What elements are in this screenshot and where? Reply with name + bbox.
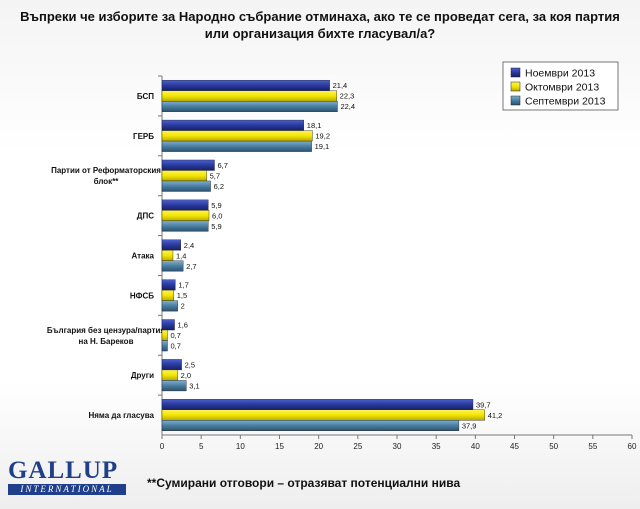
legend-label: Септември 2013 xyxy=(525,96,606,108)
x-tick-label: 30 xyxy=(393,442,402,451)
data-label: 1,6 xyxy=(178,321,188,330)
x-tick-label: 60 xyxy=(628,442,637,451)
category-label: Партии от Реформаторския блок** xyxy=(51,166,161,186)
bar xyxy=(161,210,210,222)
data-label: 2,5 xyxy=(185,360,195,369)
data-label: 2,0 xyxy=(181,371,191,380)
data-label: 1,7 xyxy=(178,281,188,290)
bar xyxy=(161,250,174,261)
data-label: 39,7 xyxy=(476,400,491,409)
data-label: 22,3 xyxy=(340,92,355,101)
data-label: 5,9 xyxy=(211,201,221,210)
data-label: 41,2 xyxy=(488,411,503,420)
bar xyxy=(161,420,460,432)
logo-main-text: GALLUP xyxy=(8,457,119,484)
category-label: НФСБ xyxy=(130,291,154,300)
x-tick-label: 40 xyxy=(471,442,480,451)
bar xyxy=(161,279,176,291)
bar xyxy=(161,130,313,142)
legend-swatch xyxy=(510,67,521,78)
bar xyxy=(161,140,312,152)
bar xyxy=(161,90,337,102)
category-label: ГЕРБ xyxy=(133,132,154,141)
data-label: 6,7 xyxy=(217,161,227,170)
data-label: 0,7 xyxy=(170,342,180,351)
data-label: 19,2 xyxy=(315,132,330,141)
logo-sub-text: INTERNATIONAL xyxy=(8,484,126,495)
legend-swatch xyxy=(510,81,521,92)
data-label: 1,5 xyxy=(177,291,187,300)
bar xyxy=(161,289,174,301)
data-label: 2,4 xyxy=(184,241,194,250)
x-tick-label: 0 xyxy=(160,442,165,451)
data-label: 2,7 xyxy=(186,262,196,271)
gallup-logo: GALLUP INTERNATIONAL xyxy=(8,458,126,498)
category-label: България без цензура/партия на Н. Бареков xyxy=(47,326,166,346)
bar xyxy=(161,369,178,381)
x-tick-label: 55 xyxy=(588,442,597,451)
data-label: 1,4 xyxy=(176,251,186,260)
data-label: 19,1 xyxy=(315,142,330,151)
bar xyxy=(161,199,209,211)
legend-box xyxy=(502,61,619,111)
x-tick-label: 50 xyxy=(549,442,558,451)
legend: Ноември 2013 Октомври 2013 Септември 2013 xyxy=(502,61,619,111)
category-label: Атака xyxy=(132,252,155,261)
x-tick-label: 45 xyxy=(510,442,519,451)
category-label: Няма да гласува xyxy=(88,411,154,420)
bar xyxy=(161,260,184,272)
x-tick-label: 20 xyxy=(314,442,323,451)
category-label: БСП xyxy=(137,92,154,101)
data-label: 0,7 xyxy=(170,331,180,340)
x-tick-label: 5 xyxy=(199,442,204,451)
bar xyxy=(161,79,330,91)
bar xyxy=(161,340,168,352)
legend-label: Ноември 2013 xyxy=(525,68,595,80)
data-label: 22,4 xyxy=(340,102,355,111)
bar xyxy=(161,300,178,312)
bar xyxy=(161,319,175,331)
data-label: 3,1 xyxy=(189,381,199,390)
data-label: 5,9 xyxy=(211,222,221,231)
x-tick-label: 25 xyxy=(353,442,362,451)
bar xyxy=(161,399,474,411)
footnote: **Сумирани отговори – отразяват потенциа… xyxy=(147,476,461,490)
bar xyxy=(161,119,304,131)
bar xyxy=(161,329,168,341)
bar xyxy=(161,380,187,392)
x-tick-label: 35 xyxy=(432,442,441,451)
x-tick-label: 15 xyxy=(275,442,284,451)
data-label: 21,4 xyxy=(333,81,348,90)
bar xyxy=(161,180,211,192)
data-label: 5,7 xyxy=(210,171,220,180)
data-label: 6,2 xyxy=(214,182,224,191)
bar xyxy=(161,409,485,421)
chart-title: Въпреки че изборите за Народно събрание … xyxy=(20,9,620,41)
category-label: ДПС xyxy=(137,212,154,221)
legend-label: Октомври 2013 xyxy=(525,82,599,94)
bar xyxy=(161,220,209,232)
bar xyxy=(161,170,207,182)
legend-swatch xyxy=(510,95,521,106)
data-label: 18,1 xyxy=(307,121,322,130)
bar xyxy=(161,359,182,371)
bar xyxy=(161,159,215,171)
data-label: 2 xyxy=(181,302,185,311)
category-label: Други xyxy=(131,371,154,380)
data-label: 37,9 xyxy=(462,421,477,430)
bar xyxy=(161,100,338,112)
data-label: 6,0 xyxy=(212,211,222,220)
bar xyxy=(161,239,181,251)
x-tick-label: 10 xyxy=(236,442,245,451)
